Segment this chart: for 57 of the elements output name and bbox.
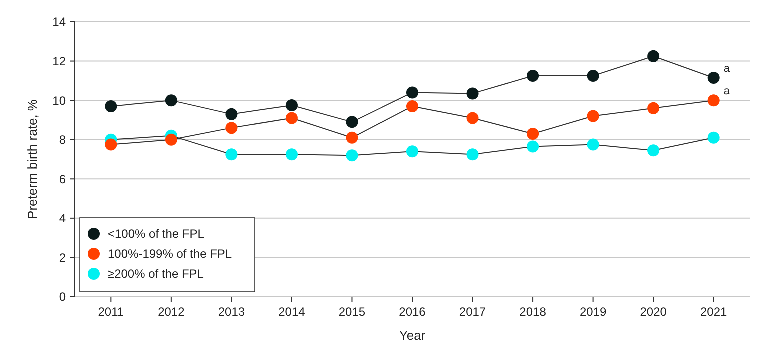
y-tick-label: 8 [59, 133, 66, 148]
y-tick-label: 12 [52, 54, 66, 68]
point [708, 132, 720, 144]
point [165, 94, 178, 107]
point [527, 70, 540, 82]
point [346, 116, 358, 128]
y-axis-title: Preterm birth rate, % [25, 99, 40, 220]
point [708, 72, 720, 84]
point [226, 108, 238, 120]
x-tick-label: 2016 [399, 305, 426, 319]
point [406, 100, 418, 112]
legend-label: ≥200% of the FPL [108, 267, 204, 282]
point [286, 112, 298, 124]
annotation: a [724, 86, 731, 98]
point [226, 122, 238, 134]
point [648, 50, 660, 62]
x-tick-label: 2013 [218, 305, 246, 319]
point [527, 140, 540, 153]
point [587, 70, 600, 82]
legend-label: <100% of the FPL [108, 227, 205, 242]
point [587, 138, 600, 151]
x-tick-label: 2019 [580, 305, 607, 319]
y-tick-label: 2 [59, 250, 66, 265]
point [226, 148, 238, 161]
point [648, 144, 660, 157]
x-tick-label: 2014 [278, 305, 306, 319]
point [466, 148, 479, 161]
point [466, 112, 479, 124]
point [466, 88, 479, 100]
x-tick-label: 2015 [338, 305, 366, 319]
point [648, 102, 660, 114]
annotation: a [724, 62, 731, 75]
point [286, 148, 298, 161]
point [165, 134, 178, 146]
y-tick-label: 10 [52, 94, 66, 108]
point [406, 86, 418, 99]
y-tick-label: 6 [59, 172, 66, 186]
x-axis-title: Year [399, 328, 426, 343]
legend-label: 100%-199% of the FPL [108, 247, 232, 262]
point [105, 100, 118, 112]
x-tick-label: 2021 [700, 305, 728, 319]
x-tick-label: 2020 [640, 305, 668, 319]
y-tick-label: 0 [59, 290, 66, 304]
point [406, 146, 418, 158]
point [708, 94, 720, 107]
y-tick-label: 14 [52, 15, 66, 30]
point [105, 138, 118, 151]
point [527, 128, 540, 140]
x-tick-label: 2018 [520, 305, 547, 319]
x-tick-label: 2011 [98, 305, 124, 319]
x-tick-label: 2017 [459, 305, 486, 319]
point [346, 132, 358, 144]
point [346, 150, 358, 162]
point [286, 99, 298, 112]
x-tick-label: 2012 [158, 305, 186, 319]
y-tick-label: 4 [59, 212, 66, 226]
point [587, 110, 600, 122]
